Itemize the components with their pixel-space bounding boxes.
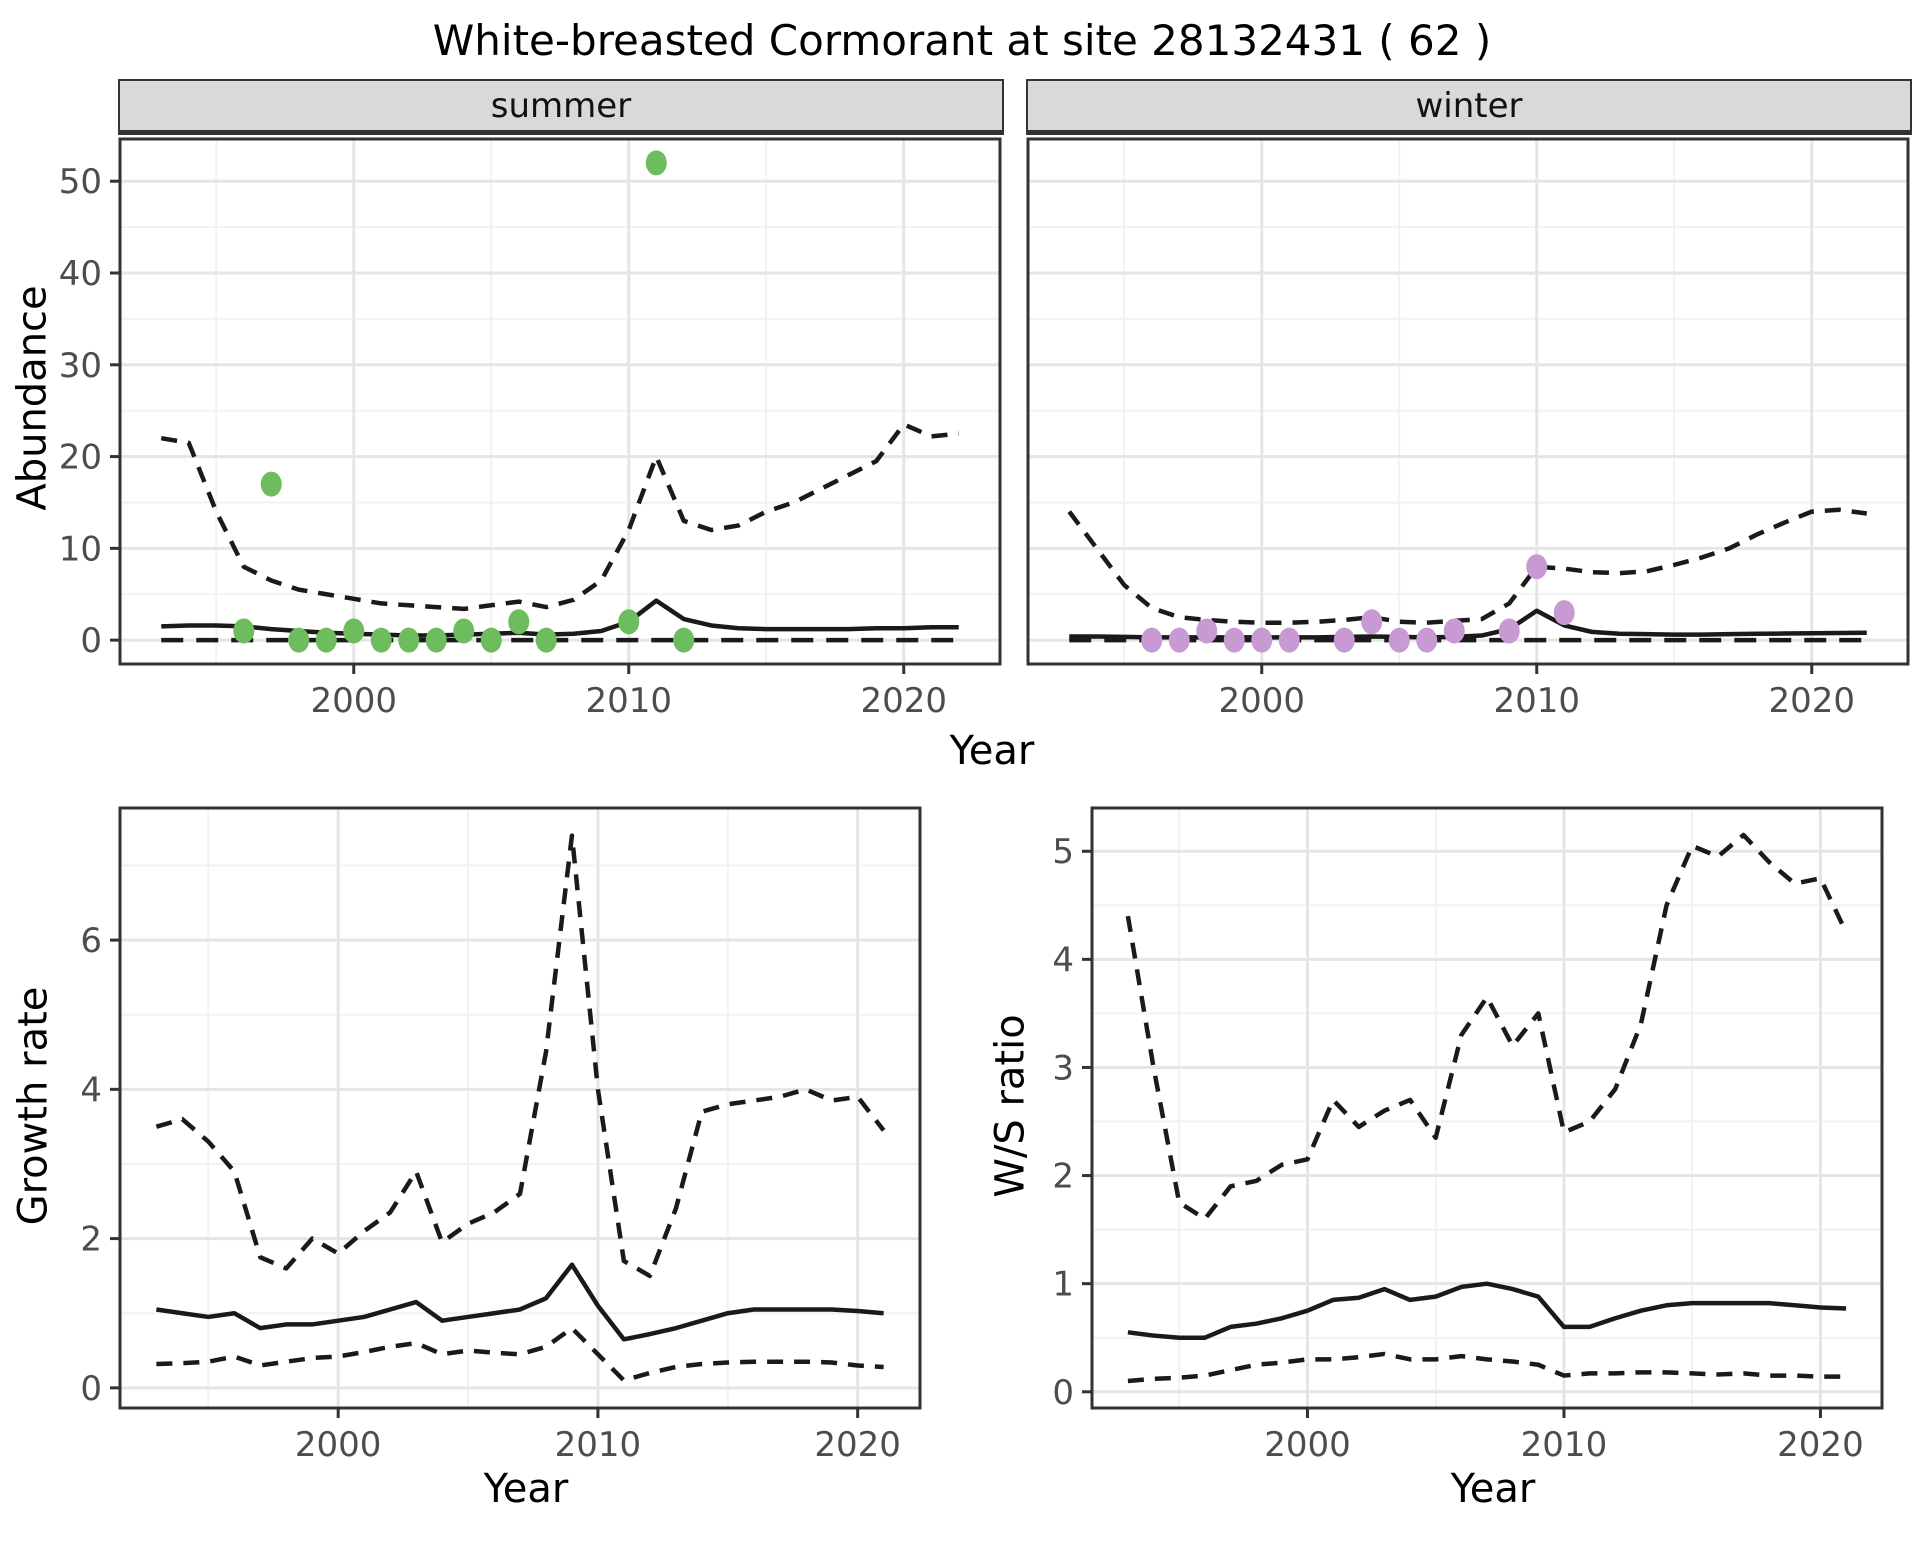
svg-text:0: 0 — [1052, 1373, 1074, 1413]
svg-text:2000: 2000 — [1218, 681, 1305, 721]
svg-text:6: 6 — [80, 921, 102, 961]
ws-ratio-subfigure: W/S ratio 2000 2010 2020 0 1 2 3 4 5 Year — [986, 800, 1894, 1512]
x-axis-title-abundance: Year — [949, 728, 1035, 774]
ws-ratio-chart: 2000 2010 2020 0 1 2 3 4 5 — [1052, 806, 1884, 1465]
svg-text:0: 0 — [80, 621, 102, 661]
svg-text:2000: 2000 — [310, 681, 397, 721]
growth-axis-title-column: Growth rate — [8, 800, 58, 1512]
svg-text:20: 20 — [59, 438, 102, 478]
facet-label-winter: winter — [1415, 85, 1523, 126]
svg-text:40: 40 — [59, 254, 102, 294]
svg-text:30: 30 — [59, 346, 102, 386]
growth-rate-subfigure: Growth rate 2000 2010 2020 0 2 4 6 Year — [8, 800, 932, 1512]
svg-text:1: 1 — [1052, 1265, 1074, 1305]
svg-text:5: 5 — [1052, 832, 1074, 872]
ws-axis-title-column: W/S ratio — [986, 800, 1036, 1512]
x-axis-title-growth: Year — [483, 1466, 569, 1512]
winter-abundance-chart: 2000 2010 2020 — [1026, 137, 1910, 721]
facet-strip-winter: winter — [1026, 79, 1912, 135]
y-axis-title-growth-rate: Growth rate — [10, 986, 56, 1226]
svg-text:2: 2 — [80, 1220, 102, 1260]
abundance-row: Abundance summer 2000 2010 2020 0 10 20 30 40 50… — [8, 79, 1916, 726]
figure: White-breasted Cormorant at site 2813243… — [8, 16, 1916, 1512]
svg-text:3: 3 — [1052, 1048, 1074, 1088]
abundance-axis-title-column: Abundance — [8, 79, 58, 726]
svg-text:10: 10 — [59, 529, 102, 569]
svg-text:50: 50 — [59, 162, 102, 202]
derived-metrics-row: Growth rate 2000 2010 2020 0 2 4 6 Year W/S ra… — [8, 800, 1916, 1512]
y-axis-title-abundance: Abundance — [10, 284, 56, 511]
svg-text:2010: 2010 — [1493, 681, 1580, 721]
svg-text:2010: 2010 — [1521, 1425, 1608, 1465]
svg-text:2000: 2000 — [1264, 1425, 1351, 1465]
chart-title: White-breasted Cormorant at site 2813243… — [432, 16, 1492, 65]
y-axis-title-ws-ratio: W/S ratio — [988, 1014, 1035, 1198]
svg-text:2020: 2020 — [814, 1425, 901, 1465]
growth-rate-chart: 2000 2010 2020 0 2 4 6 — [80, 806, 922, 1465]
svg-text:2: 2 — [1052, 1157, 1074, 1197]
facet-label-summer: summer — [490, 85, 632, 126]
summer-abundance-chart: 2000 2010 2020 0 10 20 30 40 50 — [59, 137, 1002, 721]
svg-text:2010: 2010 — [585, 681, 672, 721]
svg-text:2020: 2020 — [860, 681, 947, 721]
svg-text:2020: 2020 — [1768, 681, 1855, 721]
svg-text:2010: 2010 — [555, 1425, 642, 1465]
svg-text:2020: 2020 — [1777, 1425, 1864, 1465]
growth-chart-column: 2000 2010 2020 0 2 4 6 Year — [58, 800, 932, 1512]
svg-text:2000: 2000 — [295, 1425, 382, 1465]
svg-text:4: 4 — [80, 1070, 102, 1110]
x-axis-title-ws: Year — [1450, 1466, 1536, 1512]
facet-winter: winter 2000 2010 2020 — [1020, 79, 1916, 726]
svg-text:0: 0 — [80, 1369, 102, 1409]
facet-strip-summer: summer — [118, 79, 1004, 135]
svg-text:4: 4 — [1052, 940, 1074, 980]
ws-chart-column: 2000 2010 2020 0 1 2 3 4 5 Year — [1036, 800, 1894, 1512]
facet-summer: summer 2000 2010 2020 0 10 20 30 40 50 — [58, 79, 1008, 726]
